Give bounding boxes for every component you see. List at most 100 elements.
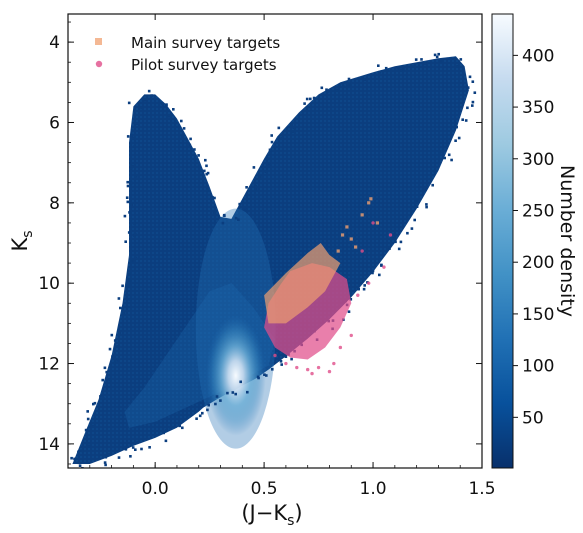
y-tick-label: 10	[38, 274, 60, 294]
outlier-cell	[188, 143, 192, 147]
outlier-cell	[213, 196, 216, 200]
axes-frame	[67, 13, 483, 469]
target-point-pilot	[310, 371, 314, 376]
x-tick-label: 1.0	[360, 479, 387, 499]
outlier-cell	[391, 236, 394, 240]
density-peak	[205, 315, 266, 436]
outlier-cell	[280, 363, 283, 366]
outlier-cell	[134, 448, 137, 451]
outlier-cell	[136, 440, 139, 444]
outlier-cell	[124, 448, 128, 451]
outlier-cell	[433, 53, 437, 57]
outlier-cell	[127, 272, 131, 275]
outlier-cell	[110, 333, 114, 337]
outlier-cell	[214, 402, 217, 406]
outlier-cell	[380, 264, 383, 267]
outlier-cell	[244, 208, 247, 211]
outlier-cell	[184, 137, 188, 141]
outlier-cell	[143, 98, 147, 102]
outlier-cell	[420, 58, 423, 61]
target-point-pilot	[284, 361, 288, 366]
outlier-cell	[394, 240, 397, 244]
target-point-pilot	[366, 281, 371, 285]
outlier-cell	[108, 347, 112, 351]
outlier-cell	[219, 399, 222, 402]
outlier-cell	[438, 152, 441, 155]
outlier-cell	[245, 186, 248, 189]
colorbar-tick-label: 50	[522, 408, 544, 428]
colorbar-tick-label: 250	[522, 201, 554, 221]
target-point-pilot	[332, 361, 336, 366]
outlier-cell	[455, 125, 458, 129]
outlier-cell	[265, 374, 268, 377]
outlier-cell	[104, 455, 108, 459]
outlier-cell	[169, 427, 173, 430]
outlier-cell	[291, 130, 294, 134]
outlier-cell	[347, 77, 351, 81]
outlier-cell	[473, 91, 477, 94]
x-axis-ticks: 0.0 0.5 1.0 1.5	[89, 14, 496, 499]
outlier-cell	[466, 106, 469, 110]
outlier-cell	[116, 345, 119, 348]
outlier-cell	[121, 284, 124, 288]
outlier-cell	[107, 452, 111, 456]
target-point-pilot	[316, 365, 321, 370]
outlier-cell	[424, 188, 427, 191]
outlier-cell	[362, 287, 366, 291]
outlier-cell	[457, 136, 461, 140]
outlier-cell	[204, 158, 207, 162]
outlier-cell	[113, 339, 117, 342]
outlier-cell	[126, 200, 130, 204]
outlier-cell	[189, 137, 192, 141]
outlier-cell	[77, 461, 80, 465]
outlier-cell	[130, 129, 134, 132]
legend: Main survey targets Pilot survey targets	[95, 34, 280, 74]
target-point-pilot	[356, 293, 360, 297]
outlier-cell	[264, 170, 268, 173]
outlier-cell	[399, 240, 403, 244]
outlier-cell	[440, 150, 444, 154]
target-point-pilot	[273, 353, 277, 358]
outlier-cell	[84, 428, 88, 432]
colorbar-ticks: 50 100 150 200 250 300 350 400	[513, 46, 554, 428]
outlier-cell	[277, 126, 281, 130]
y-tick-label: 6	[49, 113, 60, 133]
outlier-cell	[86, 410, 89, 413]
outlier-cell	[292, 126, 296, 130]
outlier-cell	[326, 90, 330, 93]
colorbar-tick-label: 350	[522, 98, 554, 118]
outlier-cell	[117, 456, 121, 459]
outlier-cell	[335, 88, 339, 92]
outlier-cell	[134, 175, 138, 178]
outlier-cell	[414, 58, 418, 61]
x-axis-label: (J−Ks)	[241, 501, 302, 529]
target-points	[264, 197, 393, 376]
outlier-cell	[303, 102, 306, 105]
outlier-cell	[312, 96, 316, 100]
outlier-cell	[234, 392, 237, 396]
outlier-cell	[290, 357, 293, 361]
outlier-cell	[133, 233, 137, 236]
colorbar-tick-label: 400	[522, 46, 554, 66]
outlier-cell	[180, 119, 183, 123]
outlier-cell	[363, 284, 366, 287]
outlier-cell	[221, 221, 225, 225]
outlier-cell	[207, 403, 210, 407]
outlier-cell	[77, 450, 80, 454]
outlier-cell	[93, 401, 97, 405]
outlier-cell	[197, 154, 200, 157]
outlier-cell	[415, 199, 418, 203]
outlier-cell	[377, 64, 380, 67]
outlier-cell	[212, 211, 216, 215]
outlier-cell	[360, 76, 364, 79]
outlier-cell	[424, 62, 427, 65]
outlier-cell	[128, 211, 131, 214]
outlier-cell	[126, 135, 130, 138]
outlier-cell	[201, 411, 204, 415]
outlier-cell	[456, 65, 459, 68]
outlier-cell	[397, 247, 401, 251]
outlier-cell	[435, 55, 439, 59]
outlier-cell	[123, 214, 127, 218]
outlier-cell	[325, 88, 328, 91]
outlier-cell	[349, 298, 353, 301]
